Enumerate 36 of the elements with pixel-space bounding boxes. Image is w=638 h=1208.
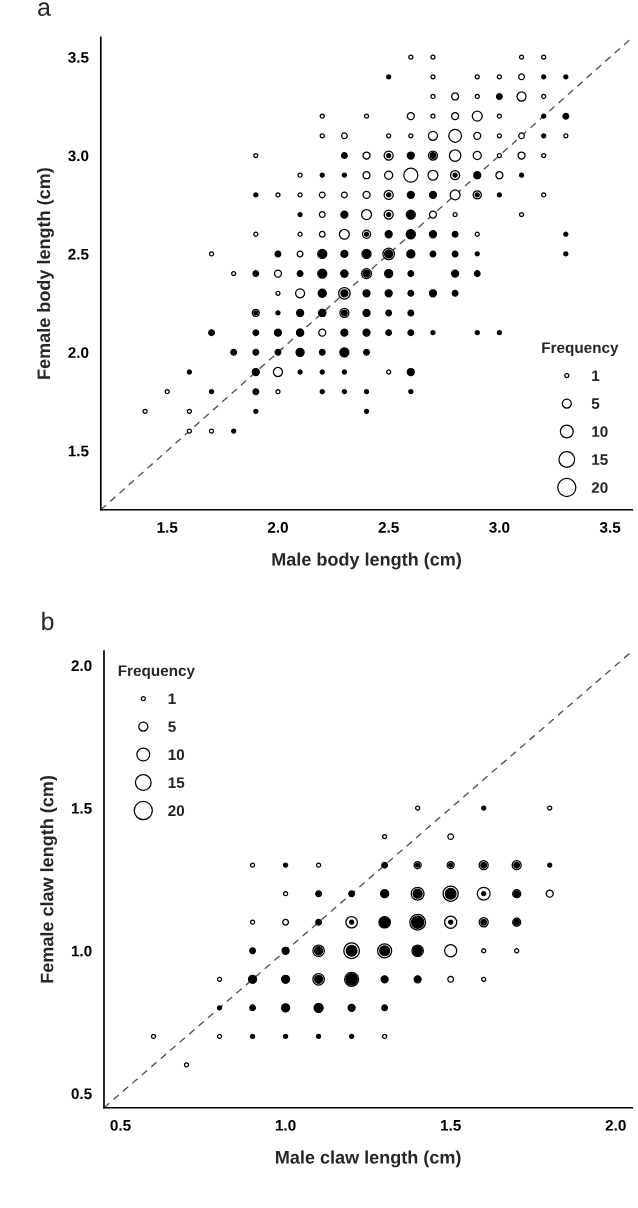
x-axis-title: Male claw length (cm) bbox=[276, 1150, 461, 1168]
x-tick-label: 1.5 bbox=[441, 1120, 461, 1131]
legend-label: 10 bbox=[592, 426, 608, 438]
x-tick-label: 3.0 bbox=[489, 521, 510, 533]
text: b bbox=[42, 611, 54, 631]
legend-label: 15 bbox=[168, 777, 185, 789]
x-axis-title: Male body length (cm) bbox=[272, 552, 461, 570]
x-tick-label: 2.5 bbox=[378, 521, 399, 533]
legend-title: Frequency bbox=[542, 342, 619, 357]
y-tick-label: 1.5 bbox=[68, 445, 89, 457]
y-tick-label: 1.5 bbox=[71, 803, 92, 814]
x-tick-label: 0.5 bbox=[110, 1119, 131, 1131]
y-tick-label: 3.5 bbox=[68, 52, 89, 63]
x-tick-label: 2.0 bbox=[605, 1119, 626, 1131]
y-tick-label: 2.5 bbox=[68, 248, 89, 260]
legend-label: 10 bbox=[168, 749, 185, 761]
y-tick-label: 3.0 bbox=[68, 150, 89, 162]
x-tick-label: 1.0 bbox=[275, 1119, 296, 1131]
legend-label: 20 bbox=[591, 482, 608, 494]
legend-label: 20 bbox=[168, 805, 185, 817]
x-tick-label: 2.0 bbox=[267, 521, 288, 533]
y-axis-title: Female body length (cm) bbox=[36, 168, 54, 379]
legend-title: Frequency bbox=[118, 665, 195, 680]
y-tick-label: 1.0 bbox=[71, 945, 92, 957]
legend-label: 1 bbox=[592, 370, 600, 381]
legend-label: 5 bbox=[168, 721, 176, 733]
text: a bbox=[38, 2, 51, 16]
y-tick-label: 0.5 bbox=[71, 1088, 92, 1100]
x-tick-label: 1.5 bbox=[157, 522, 178, 533]
legend-label: 1 bbox=[168, 693, 176, 704]
legend-label: 15 bbox=[592, 454, 608, 466]
legend-label: 5 bbox=[591, 398, 600, 410]
y-tick-label: 2.0 bbox=[71, 660, 92, 672]
x-tick-label: 3.5 bbox=[599, 521, 621, 533]
y-tick-label: 2.0 bbox=[68, 347, 89, 359]
y-axis-title: Female claw length (cm) bbox=[40, 775, 58, 983]
